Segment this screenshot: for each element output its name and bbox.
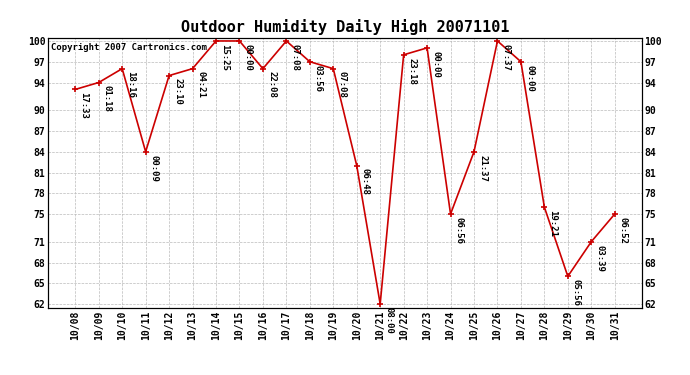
Text: 07:08: 07:08 bbox=[290, 44, 299, 70]
Text: 21:37: 21:37 bbox=[478, 154, 487, 182]
Text: 23:10: 23:10 bbox=[173, 78, 182, 105]
Text: 17:33: 17:33 bbox=[79, 92, 88, 119]
Text: 06:48: 06:48 bbox=[361, 168, 370, 195]
Text: 01:18: 01:18 bbox=[103, 85, 112, 112]
Text: 00:00: 00:00 bbox=[431, 51, 440, 78]
Text: 05:56: 05:56 bbox=[572, 279, 581, 306]
Text: 19:21: 19:21 bbox=[549, 210, 558, 237]
Text: 23:18: 23:18 bbox=[408, 58, 417, 84]
Text: Copyright 2007 Cartronics.com: Copyright 2007 Cartronics.com bbox=[51, 43, 207, 52]
Text: 06:56: 06:56 bbox=[455, 217, 464, 244]
Text: 15:25: 15:25 bbox=[220, 44, 229, 70]
Text: 08:00: 08:00 bbox=[384, 307, 393, 334]
Title: Outdoor Humidity Daily High 20071101: Outdoor Humidity Daily High 20071101 bbox=[181, 19, 509, 35]
Text: 07:37: 07:37 bbox=[502, 44, 511, 70]
Text: 04:21: 04:21 bbox=[197, 71, 206, 98]
Text: 00:00: 00:00 bbox=[244, 44, 253, 70]
Text: 07:08: 07:08 bbox=[337, 71, 346, 98]
Text: 22:08: 22:08 bbox=[267, 71, 276, 98]
Text: 18:16: 18:16 bbox=[126, 71, 135, 98]
Text: 00:00: 00:00 bbox=[525, 64, 534, 92]
Text: 03:56: 03:56 bbox=[314, 64, 323, 92]
Text: 06:52: 06:52 bbox=[619, 217, 628, 244]
Text: 03:39: 03:39 bbox=[595, 244, 604, 272]
Text: 00:09: 00:09 bbox=[150, 154, 159, 182]
